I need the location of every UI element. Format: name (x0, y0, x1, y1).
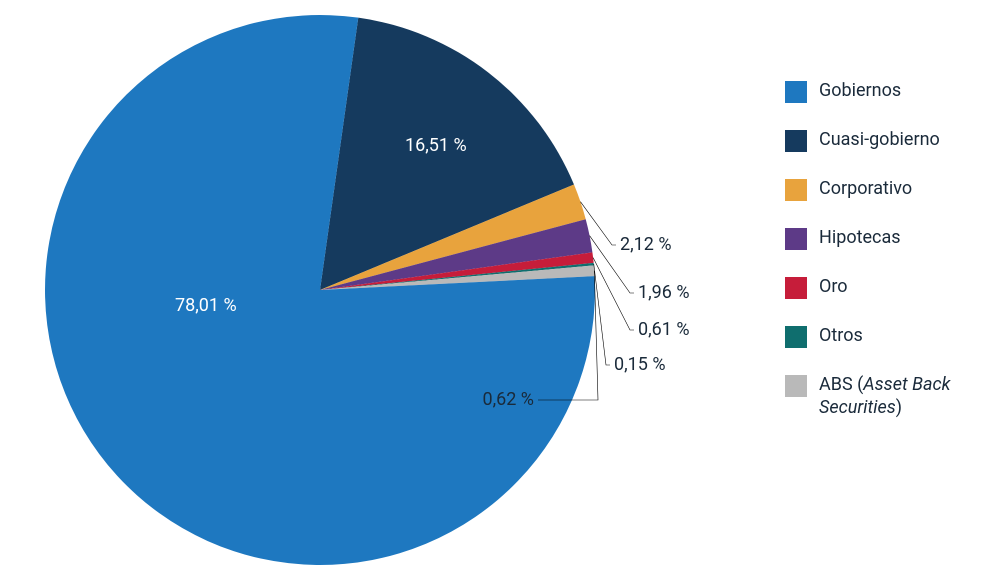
legend-label-otros: Otros (819, 325, 863, 348)
legend-swatch-corporativo (785, 179, 807, 201)
legend-item-hipotecas: Hipotecas (785, 227, 995, 250)
pie-chart-area: 78,01 % 16,51 % 2,12 % 1,96 % 0,61 % 0,15 % 0,… (0, 0, 750, 580)
slice-label-corporativo: 2,12 % (620, 234, 672, 255)
legend-swatch-abs (785, 375, 807, 397)
legend-item-gobiernos: Gobiernos (785, 80, 995, 103)
legend-swatch-hipotecas (785, 228, 807, 250)
legend-item-cuasi: Cuasi-gobierno (785, 129, 995, 152)
legend-label-hipotecas: Hipotecas (819, 227, 901, 250)
legend: Gobiernos Cuasi-gobierno Corporativo Hipote… (785, 80, 995, 445)
slice-label-oro: 0,61 % (638, 319, 690, 340)
legend-swatch-otros (785, 326, 807, 348)
legend-swatch-oro (785, 277, 807, 299)
slice-label-hipotecas: 1,96 % (638, 282, 690, 303)
legend-item-abs: ABS (Asset Back Securities) (785, 374, 995, 419)
slice-label-abs: 0,62 % (482, 389, 534, 410)
legend-item-oro: Oro (785, 276, 995, 299)
legend-label-corporativo: Corporativo (819, 178, 912, 201)
chart-container: 78,01 % 16,51 % 2,12 % 1,96 % 0,61 % 0,15 % 0,… (0, 0, 1000, 580)
legend-label-cuasi: Cuasi-gobierno (819, 129, 940, 152)
legend-swatch-cuasi (785, 130, 807, 152)
legend-label-oro: Oro (819, 276, 848, 299)
slice-label-cuasi: 16,51 % (405, 135, 467, 156)
slice-label-gobiernos: 78,01 % (175, 295, 237, 316)
legend-label-abs: ABS (Asset Back Securities) (819, 374, 995, 419)
legend-label-gobiernos: Gobiernos (819, 80, 901, 103)
leader-line-oro (593, 258, 634, 330)
slice-label-otros: 0,15 % (614, 354, 666, 375)
legend-item-otros: Otros (785, 325, 995, 348)
legend-swatch-gobiernos (785, 81, 807, 103)
leader-line-otros (594, 264, 610, 365)
legend-item-corporativo: Corporativo (785, 178, 995, 201)
